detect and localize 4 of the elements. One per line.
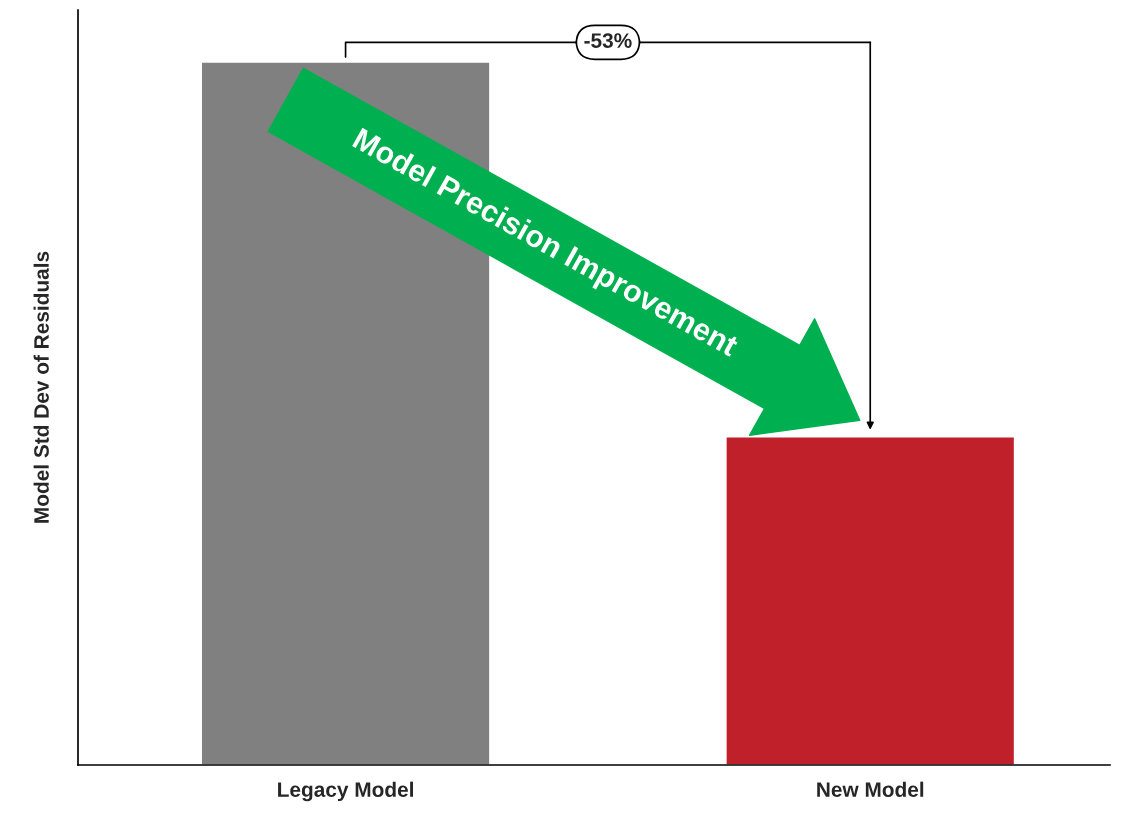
y-axis-title: Model Std Dev of Residuals (33, 251, 49, 523)
text: -53% (584, 33, 632, 48)
x-tick-label: Legacy Model (278, 781, 413, 802)
x-tick-label: New Model (817, 781, 924, 797)
